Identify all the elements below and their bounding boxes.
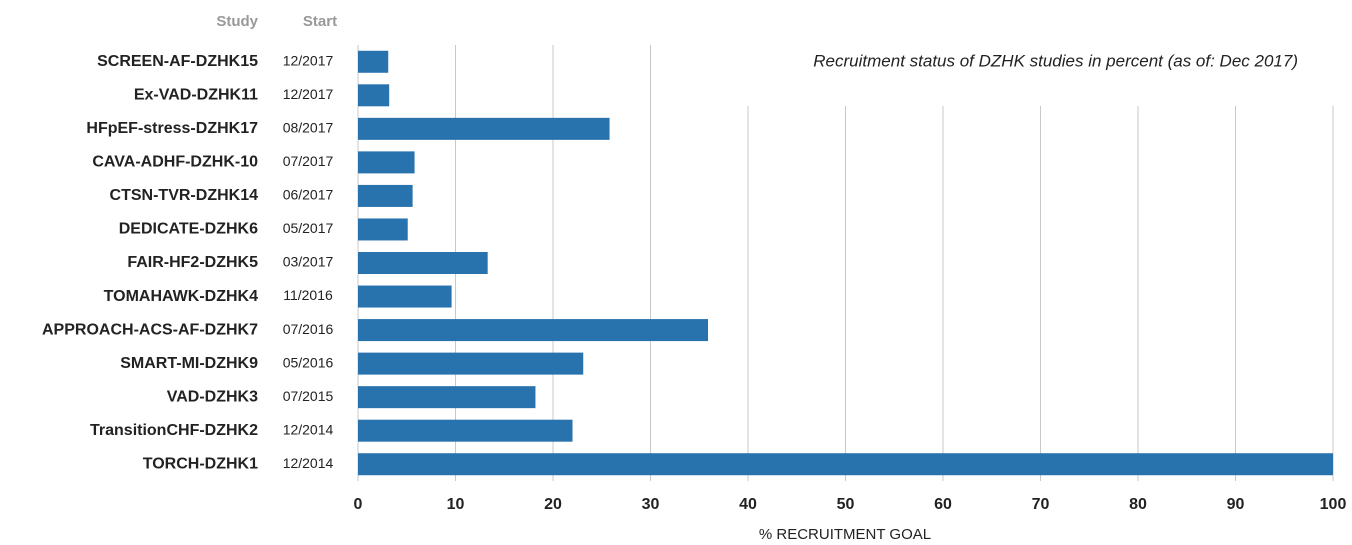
start-date: 12/2017	[283, 52, 334, 68]
bar	[358, 386, 536, 409]
category-label: VAD-DZHK3	[167, 388, 258, 405]
x-tick-label: 70	[1032, 496, 1050, 513]
bar	[358, 184, 413, 207]
bar	[358, 252, 488, 274]
category-label: APPROACH-ACS-AF-DZHK7	[42, 321, 258, 338]
start-header: Start	[303, 13, 337, 30]
x-tick-label: 60	[934, 496, 952, 513]
x-tick-label: 90	[1227, 496, 1245, 513]
bar	[358, 453, 1333, 476]
category-label: CAVA-ADHF-DZHK-10	[92, 154, 258, 171]
bar	[358, 352, 584, 375]
category-label: SMART-MI-DZHK9	[120, 355, 258, 372]
start-date: 03/2017	[283, 254, 334, 270]
bar	[358, 319, 709, 342]
x-tick-label: 30	[642, 496, 660, 513]
category-label: TORCH-DZHK1	[143, 455, 258, 472]
start-date: 11/2016	[283, 287, 333, 303]
start-date: 07/2017	[283, 153, 334, 169]
x-axis-label: % RECRUITMENT GOAL	[759, 526, 931, 543]
category-label: DEDICATE-DZHK6	[119, 221, 258, 238]
category-label: HFpEF-stress-DZHK17	[86, 120, 258, 137]
x-tick-label: 50	[837, 496, 855, 513]
start-date: 12/2014	[283, 455, 334, 471]
bar	[358, 50, 389, 73]
x-tick-label: 20	[544, 496, 562, 513]
title-background	[700, 40, 1340, 106]
category-label: CTSN-TVR-DZHK14	[110, 187, 259, 204]
x-tick-label: 40	[739, 496, 757, 513]
category-label: TransitionCHF-DZHK2	[90, 422, 258, 439]
x-tick-label: 10	[447, 496, 465, 513]
start-date: 12/2014	[283, 421, 334, 437]
chart-title: Recruitment status of DZHK studies in pe…	[813, 51, 1298, 70]
start-date: 06/2017	[283, 187, 334, 203]
bar	[358, 117, 610, 140]
category-label: Ex-VAD-DZHK11	[134, 87, 258, 104]
x-tick-label: 100	[1320, 496, 1347, 513]
bar	[358, 151, 415, 174]
start-date: 08/2017	[283, 120, 334, 136]
study-header: Study	[216, 13, 258, 30]
category-label: FAIR-HF2-DZHK5	[127, 254, 258, 271]
bar	[358, 285, 452, 308]
x-tick-label: 0	[354, 496, 363, 513]
start-date: 12/2017	[283, 86, 334, 102]
bar	[358, 84, 390, 107]
bar	[358, 218, 408, 241]
start-date: 05/2016	[283, 354, 334, 370]
category-label: SCREEN-AF-DZHK15	[97, 53, 258, 70]
bar	[358, 419, 573, 442]
start-date: 07/2016	[283, 321, 334, 337]
category-label: TOMAHAWK-DZHK4	[104, 288, 258, 305]
start-date: 07/2015	[283, 388, 334, 404]
x-tick-label: 80	[1129, 496, 1147, 513]
start-date: 05/2017	[283, 220, 334, 236]
